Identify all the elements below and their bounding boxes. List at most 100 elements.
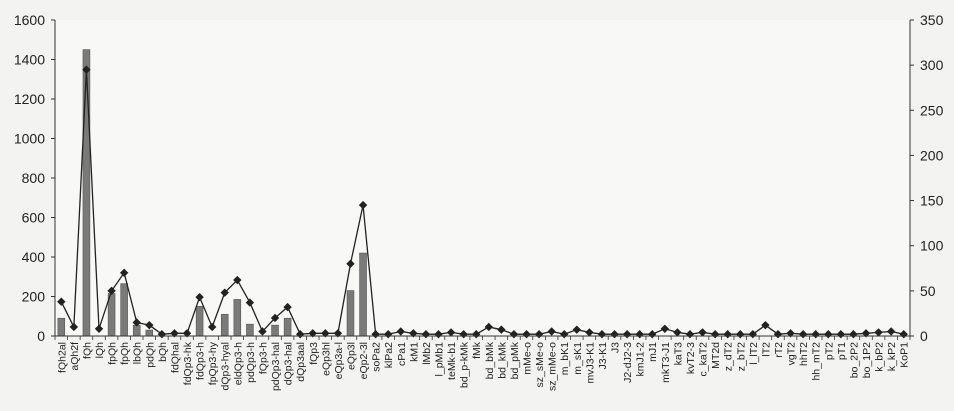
point	[283, 302, 292, 312]
x-tick-label: bd_p-kMk	[459, 341, 471, 388]
y-left-tick-label: 600	[22, 210, 46, 226]
point	[811, 329, 820, 339]
point	[258, 327, 267, 336]
point	[107, 286, 116, 296]
x-tick-label: rT2	[773, 342, 785, 358]
point	[308, 329, 317, 338]
x-tick-label: fdQhal	[169, 342, 181, 373]
point	[195, 292, 204, 302]
bar	[82, 49, 91, 337]
x-tick-label: mvJ3-K1	[584, 342, 596, 384]
point	[497, 325, 506, 334]
point	[220, 288, 229, 297]
bar	[132, 324, 141, 337]
bar-series	[57, 49, 367, 337]
x-tick-label: eQp3l	[345, 342, 357, 370]
x-tick-label: l_pMb1	[433, 342, 445, 377]
point	[170, 329, 179, 338]
point	[94, 324, 104, 333]
x-tick-label: vgT2	[786, 342, 798, 366]
x-tick-label: mJ1	[647, 342, 659, 362]
point	[333, 329, 343, 338]
point	[207, 322, 217, 332]
point	[57, 297, 66, 306]
point	[585, 328, 594, 337]
x-tick-label: eQp3hl	[320, 342, 332, 376]
point	[874, 328, 883, 337]
point	[861, 329, 871, 338]
x-tick-label: fdQp3-hk	[182, 341, 194, 385]
x-tick-label: lQh	[94, 342, 106, 359]
x-tick-label: pdQh	[144, 342, 156, 368]
x-tick-label: z_bT2	[735, 342, 747, 371]
bar	[220, 313, 229, 337]
x-tick-label: kvT2-3	[685, 342, 697, 374]
x-tick-label: lbQh	[132, 342, 144, 364]
x-tick-label: teMk-b1	[446, 342, 458, 380]
x-tick-label: dQp3aal	[295, 342, 307, 382]
x-tick-label: mMe-o	[522, 342, 534, 375]
y-axis-right: 0 50 100 150 200 250 300 350	[910, 12, 944, 344]
x-tick-label: fdQp3-h	[195, 342, 207, 380]
x-tick-label: z_dT2	[723, 342, 735, 371]
plot-area	[55, 20, 910, 336]
x-tick-label: MT2d	[710, 342, 722, 369]
x-tick-label: fQp3	[308, 342, 320, 365]
point	[396, 327, 405, 336]
x-tick-label: pdQp3-h	[245, 342, 257, 383]
x-tick-label: k_kP2	[886, 342, 898, 371]
x-tick-label: sz_sMe-o	[534, 342, 546, 388]
point	[484, 322, 493, 332]
y-right-tick-label: 100	[920, 238, 944, 254]
y-right-tick-label: 350	[920, 12, 944, 28]
x-tick-label: mkT3-J1	[660, 342, 672, 383]
point	[157, 329, 167, 339]
bar	[271, 324, 279, 337]
point	[698, 328, 707, 337]
x-tick-label: eQp2-3l	[358, 342, 370, 379]
x-tick-label: pT2	[823, 342, 835, 360]
x-tick-label: bo_1P2	[861, 342, 873, 378]
y-right-tick-label: 200	[920, 147, 944, 163]
x-tick-label: bd_kMk	[496, 341, 508, 379]
x-tick-label: lT2	[760, 342, 772, 357]
x-tick-label: pdQp3-hal	[270, 342, 282, 391]
x-tick-label: eldQp3-h	[232, 342, 244, 385]
point	[660, 324, 670, 333]
bar	[145, 329, 154, 337]
x-tick-label: bQh	[157, 342, 169, 362]
x-tick-label: eQp3a-l	[333, 342, 345, 379]
y-left-tick-label: 800	[22, 170, 46, 186]
y-left-tick-label: 400	[22, 249, 46, 265]
x-tick-label: bd_bMk	[484, 341, 496, 379]
x-tick-label: aQh2f	[69, 342, 81, 371]
x-tick-label: m_bK1	[559, 342, 571, 375]
y-left-tick-label: 1200	[14, 91, 45, 107]
x-tick-label: m_sK1	[572, 342, 584, 375]
point	[82, 65, 91, 74]
point	[446, 328, 456, 337]
x-tick-label: l_lT2	[748, 342, 760, 365]
x-tick-label: cPa1	[396, 342, 408, 366]
y-right-tick-label: 300	[920, 57, 944, 73]
point	[409, 329, 418, 338]
x-tick-label: klPa2	[383, 342, 395, 368]
bar	[359, 252, 367, 337]
x-tick-label: kmJ1-2	[635, 342, 647, 377]
y-right-tick-label: 0	[920, 328, 928, 344]
point	[673, 328, 682, 337]
point	[358, 200, 368, 210]
x-tick-label: fpQh	[119, 342, 131, 365]
point	[572, 325, 582, 334]
x-tick-label: fQp3-h	[257, 342, 269, 374]
point	[761, 320, 770, 330]
point	[786, 329, 795, 338]
y-left-tick-label: 200	[22, 289, 46, 305]
x-tick-label: bd_pMk	[509, 341, 521, 379]
y-left-tick-label: 1400	[14, 52, 45, 68]
y-left-tick-label: 1600	[14, 12, 45, 28]
point	[635, 329, 644, 339]
y-right-tick-label: 150	[920, 193, 944, 209]
x-tick-label: dQp3-hal	[283, 342, 295, 385]
point	[710, 329, 720, 339]
